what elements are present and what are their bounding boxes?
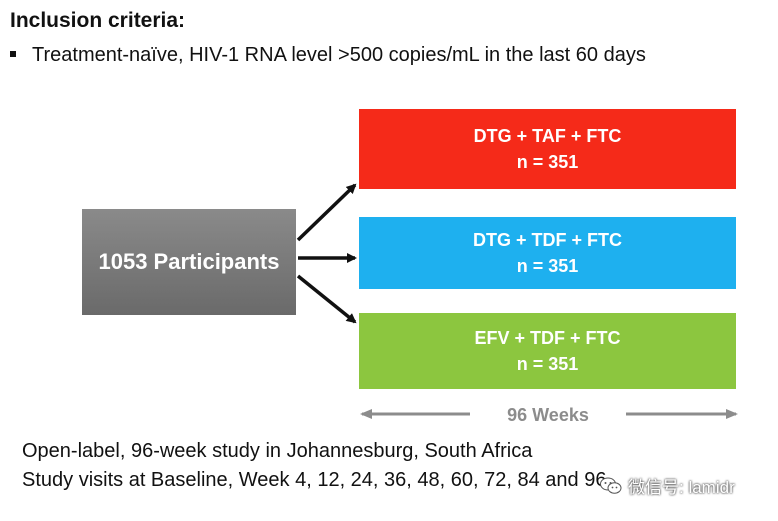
bullet-icon bbox=[10, 50, 16, 57]
criterion-text: Treatment-naïve, HIV-1 RNA level >500 co… bbox=[32, 44, 646, 66]
watermark: 微信号: lamidr bbox=[600, 473, 735, 498]
arm-box-dtg-taf-ftc: DTG + TAF + FTC n = 351 bbox=[359, 109, 736, 189]
watermark-text: 微信号: lamidr bbox=[628, 478, 735, 497]
participants-label: 1053 Participants bbox=[98, 249, 280, 274]
duration-label: 96 Weeks bbox=[507, 405, 589, 425]
study-design-note: Open-label, 96-week study in Johannesbur… bbox=[22, 440, 533, 462]
arrow-to-arm-3 bbox=[296, 274, 357, 324]
arm-n: n = 351 bbox=[516, 354, 579, 374]
arm-regimen: DTG + TDF + FTC bbox=[472, 230, 622, 250]
arm-box-dtg-tdf-ftc: DTG + TDF + FTC n = 351 bbox=[359, 217, 736, 289]
inclusion-criteria-heading: Inclusion criteria: bbox=[10, 9, 186, 32]
inclusion-criterion: Treatment-naïve, HIV-1 RNA level >500 co… bbox=[10, 44, 646, 67]
participants-box: 1053 Participants bbox=[82, 209, 296, 315]
arm-n: n = 351 bbox=[516, 152, 579, 172]
arm-regimen: DTG + TAF + FTC bbox=[473, 126, 622, 146]
arrow-to-arm-1 bbox=[296, 183, 357, 242]
arm-regimen: EFV + TDF + FTC bbox=[474, 328, 621, 348]
study-visits-note: Study visits at Baseline, Week 4, 12, 24… bbox=[22, 469, 607, 491]
wechat-icon bbox=[600, 477, 622, 495]
arm-box-efv-tdf-ftc: EFV + TDF + FTC n = 351 bbox=[359, 313, 736, 389]
arm-n: n = 351 bbox=[516, 256, 579, 276]
